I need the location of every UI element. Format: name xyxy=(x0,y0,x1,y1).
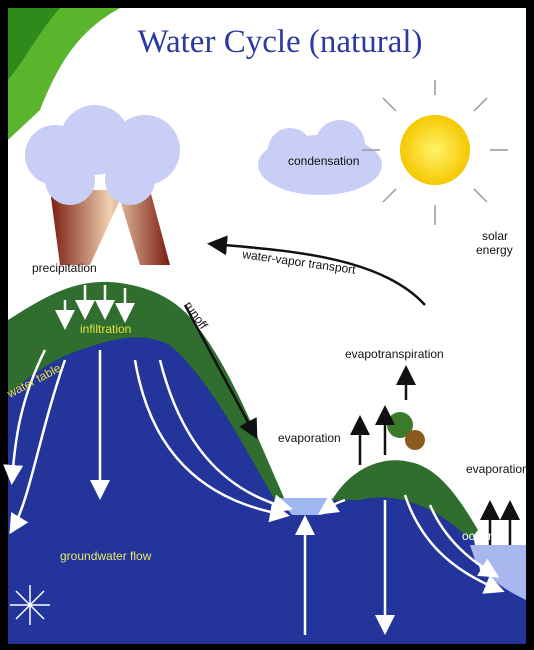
label: evaporation xyxy=(278,431,341,445)
frame-edge xyxy=(526,455,534,485)
label: solar xyxy=(482,229,508,243)
label: energy xyxy=(476,243,513,257)
label: infiltration xyxy=(80,322,131,336)
label: condensation xyxy=(288,154,359,168)
label: precipitation xyxy=(32,261,97,275)
label: evapotranspiration xyxy=(345,347,444,361)
label: groundwater flow xyxy=(60,549,152,563)
label: ocean xyxy=(462,529,495,543)
sun xyxy=(400,115,470,185)
label: evaporation xyxy=(466,462,529,476)
water-cycle-diagram: Water Cycle (natural) xyxy=(0,0,534,650)
compass xyxy=(10,585,50,625)
tree xyxy=(405,430,425,450)
title: Water Cycle (natural) xyxy=(137,24,422,60)
